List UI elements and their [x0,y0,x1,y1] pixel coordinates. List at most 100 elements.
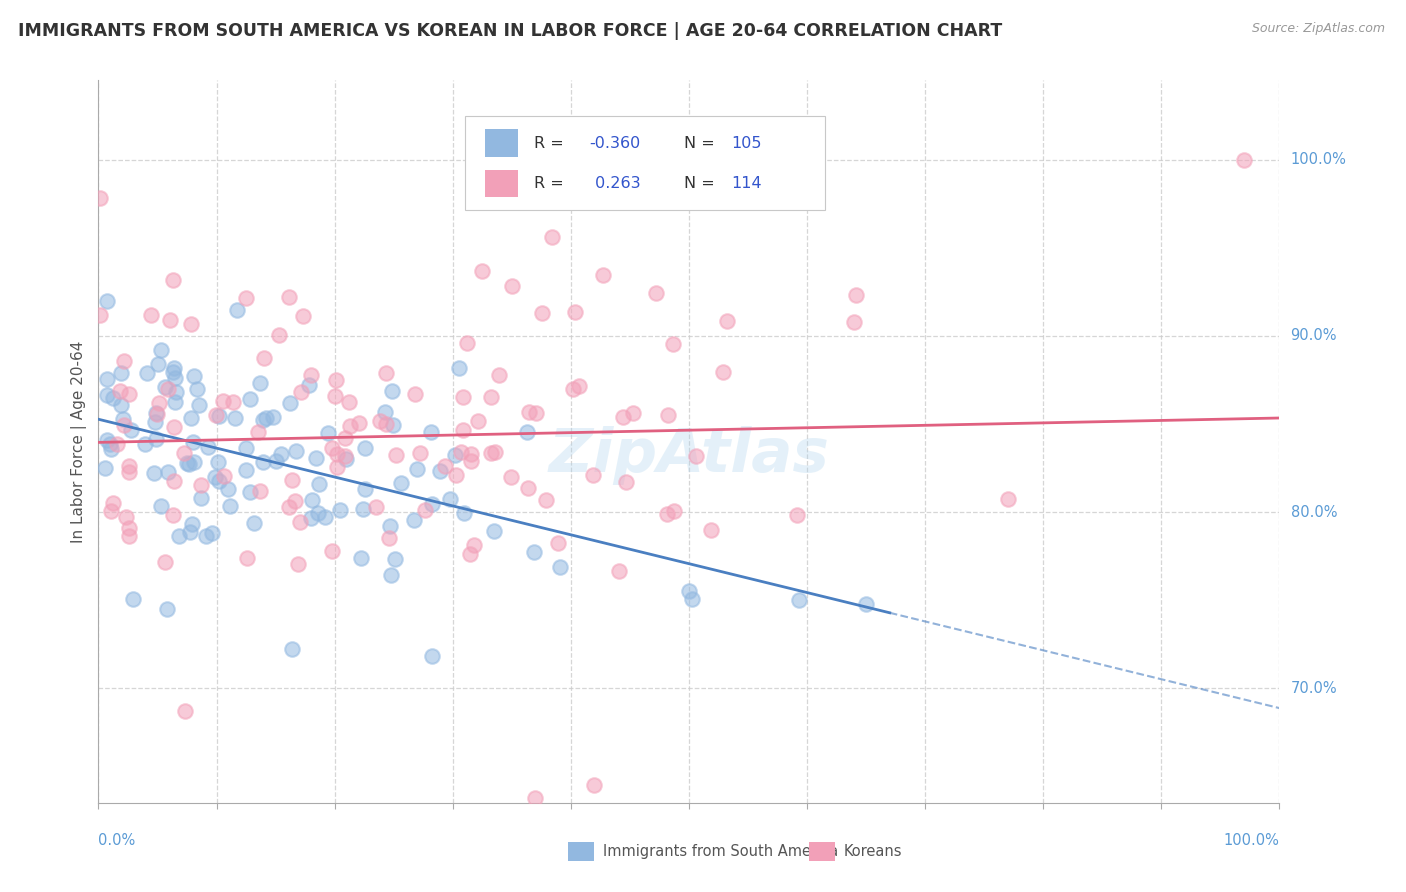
Point [100,504,122,518]
Point [207,455,229,469]
Point [204,470,226,484]
Point [644,285,666,300]
Point [562,382,585,396]
Point [118,521,141,535]
Point [384,448,406,462]
Point [153,380,176,394]
Point [326,447,349,461]
Point [112,417,135,432]
Point [163,361,186,376]
Text: 0.0%: 0.0% [98,833,135,848]
Point [329,502,352,516]
Point [316,425,339,440]
Point [420,649,443,664]
Point [163,394,186,409]
Point [471,263,494,277]
Point [217,483,239,497]
Text: 100.0%: 100.0% [1291,152,1347,167]
Point [349,551,371,566]
Point [281,473,304,487]
Point [789,592,811,607]
Point [301,492,323,507]
Point [460,453,482,467]
Point [136,366,159,380]
Point [419,425,441,440]
Point [239,392,262,407]
Point [252,413,274,427]
Point [112,412,135,426]
Point [235,442,257,456]
Text: N =: N = [685,176,720,191]
Point [678,584,700,599]
Point [150,343,173,357]
Point [339,418,361,433]
Point [581,467,603,482]
Point [235,463,257,477]
Point [326,459,349,474]
Text: ZipAtlas: ZipAtlas [548,426,830,485]
Point [163,475,186,489]
Point [429,464,451,478]
Point [180,317,202,331]
Point [187,398,209,412]
Point [463,538,485,552]
Point [263,409,285,424]
Point [219,500,242,514]
Point [118,529,141,543]
Point [301,368,323,383]
Point [501,279,523,293]
Point [307,506,329,520]
Text: 70.0%: 70.0% [1291,681,1337,696]
Point [148,395,170,409]
Point [190,477,212,491]
Point [402,513,425,527]
Point [221,395,243,409]
Point [299,511,322,525]
Point [249,483,271,498]
Point [997,491,1019,506]
Point [406,462,429,476]
Point [657,507,679,521]
Point [103,496,125,510]
Point [180,516,202,531]
Text: Koreans: Koreans [844,844,903,859]
Point [117,465,139,479]
Text: 100.0%: 100.0% [1223,833,1279,848]
Point [335,431,357,445]
Point [194,529,217,543]
FancyBboxPatch shape [810,842,835,861]
Point [179,457,201,471]
Point [110,398,132,412]
Text: R =: R = [534,176,569,191]
Point [450,445,472,459]
Point [239,485,262,500]
Point [174,704,197,718]
Text: 0.263: 0.263 [589,176,640,191]
Point [564,304,586,318]
Point [157,382,180,396]
Point [115,510,138,524]
Point [162,365,184,379]
Point [308,477,330,491]
Point [540,230,562,244]
Point [121,592,143,607]
Point [159,313,181,327]
Point [143,467,166,481]
Point [685,450,707,464]
Point [335,451,357,466]
Point [374,417,396,431]
Point [447,360,470,375]
Point [183,454,205,468]
Point [183,368,205,383]
FancyBboxPatch shape [485,129,517,157]
Point [94,460,117,475]
Text: -0.360: -0.360 [589,136,641,151]
Point [190,491,212,506]
Point [270,447,292,461]
Point [298,378,321,392]
Point [607,565,630,579]
Point [100,442,122,456]
Point [201,526,224,541]
Point [281,641,304,656]
Point [146,407,169,421]
